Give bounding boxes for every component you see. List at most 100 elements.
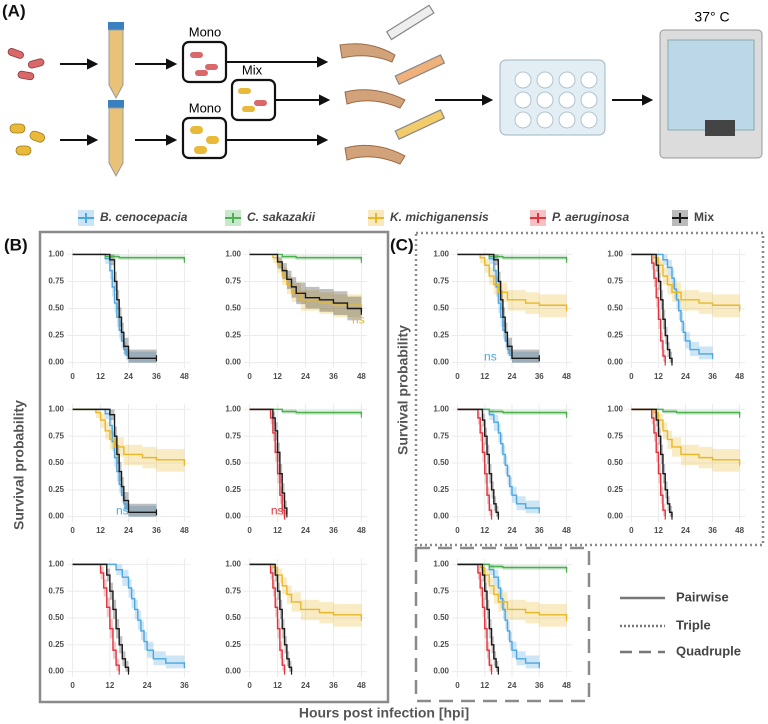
x-axis-label: Hours post infection [hpi]	[299, 705, 469, 721]
annotation: ns	[352, 313, 365, 327]
y-tick-label: 1.00	[48, 250, 64, 259]
x-tick-label: 36	[535, 681, 544, 690]
y-tick-label: 0.75	[607, 277, 623, 286]
x-tick-label: 0	[247, 526, 252, 535]
survival-curve	[249, 408, 288, 515]
style-label: Triple	[676, 617, 711, 632]
confidence-band	[249, 254, 362, 324]
legend-label: C. sakazakii	[247, 210, 316, 224]
panel-frame	[414, 231, 765, 547]
survival-curve	[631, 408, 741, 463]
survival-plot: 0.00 0.25 0.50 0.75 1.00 0 12 24 36 48	[48, 249, 190, 381]
y-tick-label: 0.75	[48, 277, 64, 286]
survival-curve	[72, 408, 157, 514]
y-tick-label: 0.50	[433, 304, 449, 313]
y-tick-label: 0.50	[48, 458, 64, 467]
survival-curve	[249, 563, 363, 618]
y-tick-label: 1.00	[607, 250, 623, 259]
y-tick-label: 0.50	[433, 458, 449, 467]
y-tick-label: 0.25	[433, 640, 449, 649]
confidence-band	[72, 564, 129, 672]
survival-curve	[457, 253, 540, 359]
survival-curve	[457, 563, 500, 672]
x-tick-label: 24	[143, 681, 152, 690]
confidence-band	[72, 254, 157, 363]
survival-plot: 0.00 0.25 0.50 0.75 1.00 0 12 24 36 48	[607, 249, 745, 381]
survival-curve	[249, 563, 293, 672]
y-tick-label: 1.00	[225, 559, 241, 568]
y-tick-label: 0.25	[225, 640, 241, 649]
legend-label: P. aeruginosa	[552, 210, 629, 224]
confidence-band	[457, 409, 567, 418]
schematic: (A) Mono Mix	[2, 1, 763, 178]
y-tick-label: 0.75	[433, 277, 449, 286]
panel-label: (C)	[390, 235, 414, 254]
x-tick-label: 48	[180, 526, 189, 535]
y-tick-label: 0.25	[607, 331, 623, 340]
confidence-band	[457, 409, 499, 517]
survival-curve	[457, 563, 493, 672]
y-tick-label: 0.00	[48, 667, 64, 676]
survival-plot: 0.00 0.25 0.50 0.75 1.00 0 12 24 36 48 ns	[48, 404, 190, 535]
confidence-band	[249, 409, 362, 418]
confidence-band	[457, 564, 499, 672]
x-tick-label: 0	[629, 526, 634, 535]
y-tick-label: 0.00	[433, 358, 449, 367]
legend: B. cenocepacia C. sakazakii K. michiganens…	[78, 210, 714, 226]
y-axis-label: Survival probability	[11, 400, 27, 530]
confidence-band	[457, 254, 567, 264]
survival-curve	[457, 408, 500, 517]
x-tick-label: 12	[273, 372, 282, 381]
y-tick-label: 0.00	[48, 358, 64, 367]
y-axis-label: Survival probability	[395, 325, 411, 455]
x-tick-label: 0	[70, 681, 75, 690]
style-label: Pairwise	[676, 589, 729, 604]
y-tick-label: 1.00	[225, 404, 241, 413]
temperature: 37° C	[694, 9, 729, 25]
confidence-band	[249, 564, 292, 672]
x-tick-label: 24	[681, 372, 690, 381]
x-tick-label: 12	[105, 681, 114, 690]
x-tick-label: 12	[96, 526, 105, 535]
survival-plot: 0.00 0.25 0.50 0.75 1.00 0 12 24 36 48	[607, 404, 745, 535]
x-tick-label: 12	[273, 526, 282, 535]
y-tick-label: 0.00	[607, 512, 623, 521]
y-tick-label: 0.75	[225, 277, 241, 286]
survival-plot: 0.00 0.25 0.50 0.75 1.00 0 12 24 36 48 ns	[225, 404, 367, 535]
y-tick-label: 0.50	[225, 613, 241, 622]
box-label: Mono	[189, 100, 222, 115]
y-tick-label: 0.75	[225, 431, 241, 440]
panel-frame	[414, 546, 591, 703]
y-tick-label: 0.00	[48, 512, 64, 521]
y-tick-label: 0.50	[225, 304, 241, 313]
y-tick-label: 1.00	[433, 559, 449, 568]
x-tick-label: 48	[562, 681, 571, 690]
annotation: ns	[116, 504, 129, 518]
x-tick-label: 48	[357, 526, 366, 535]
x-tick-label: 36	[329, 526, 338, 535]
x-tick-label: 36	[535, 372, 544, 381]
x-tick-label: 0	[455, 526, 460, 535]
y-tick-label: 0.75	[225, 586, 241, 595]
y-tick-label: 0.75	[433, 431, 449, 440]
y-tick-label: 1.00	[433, 250, 449, 259]
survival-plot: 0.00 0.25 0.50 0.75 1.00 0 12 24 36	[48, 559, 190, 690]
y-tick-label: 0.25	[48, 485, 64, 494]
survival-plot: 0.00 0.25 0.50 0.75 1.00 0 12 24 36 48	[433, 559, 572, 690]
y-tick-label: 0.25	[225, 331, 241, 340]
x-tick-label: 36	[329, 372, 338, 381]
survival-curve	[72, 408, 186, 463]
x-tick-label: 48	[735, 372, 744, 381]
x-tick-label: 24	[508, 681, 517, 690]
confidence-band	[249, 254, 362, 264]
survival-plot: 0.00 0.25 0.50 0.75 1.00 0 12 24 36 48	[433, 404, 572, 535]
confidence-band	[72, 409, 157, 517]
survival-curve	[72, 563, 186, 666]
x-tick-label: 12	[480, 681, 489, 690]
y-tick-label: 0.25	[225, 485, 241, 494]
y-tick-label: 0.50	[607, 458, 623, 467]
confidence-band	[457, 564, 567, 573]
survival-curve	[457, 563, 540, 666]
annotation: ns	[271, 504, 284, 518]
